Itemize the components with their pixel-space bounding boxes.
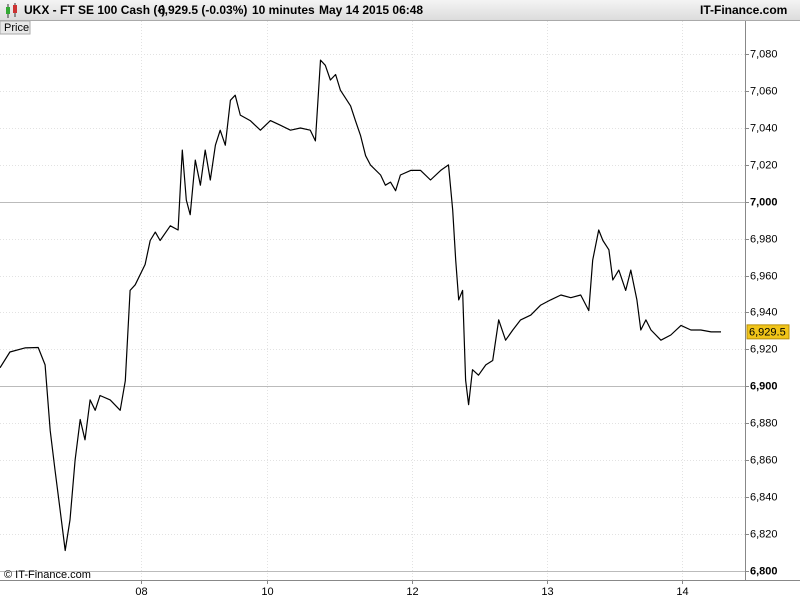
x-tick-label: 14 bbox=[676, 586, 688, 598]
x-tick-label: 08 bbox=[135, 586, 147, 598]
y-tick-label: 6,820 bbox=[750, 528, 778, 540]
quote: 6,929.5 (-0.03%) bbox=[158, 3, 248, 17]
price-line bbox=[0, 59, 721, 552]
y-tick-label: 6,940 bbox=[750, 306, 778, 318]
y-tick-label: 7,040 bbox=[750, 122, 778, 134]
y-tick-label: 6,920 bbox=[750, 343, 778, 355]
y-tick-label: 6,880 bbox=[750, 417, 778, 429]
last-price-box bbox=[746, 324, 790, 340]
plot-area bbox=[0, 21, 745, 580]
panel-label: Price bbox=[4, 22, 29, 34]
y-tick-label: 6,900 bbox=[750, 380, 778, 392]
timestamp: May 14 2015 06:48 bbox=[319, 3, 424, 17]
site: IT-Finance.com bbox=[700, 3, 788, 17]
last-price-label: 6,929.5 bbox=[749, 326, 786, 338]
title-bar: UKX - FT SE 100 Cash (-) 6,929.5 (-0.03%… bbox=[0, 0, 800, 21]
interval: 10 minutes bbox=[252, 3, 315, 17]
y-tick-label: 6,860 bbox=[750, 454, 778, 466]
y-tick-label: 6,960 bbox=[750, 270, 778, 282]
x-tick-label: 13 bbox=[541, 586, 553, 598]
x-tick-label: 10 bbox=[261, 586, 273, 598]
y-tick-label: 6,800 bbox=[750, 565, 778, 577]
y-tick-label: 7,000 bbox=[750, 196, 778, 208]
panel-label-box bbox=[0, 20, 31, 35]
y-tick-label: 7,060 bbox=[750, 85, 778, 97]
y-tick-label: 6,840 bbox=[750, 491, 778, 503]
y-tick-label: 7,020 bbox=[750, 159, 778, 171]
symbol: UKX - FT SE 100 Cash (-) bbox=[24, 3, 166, 17]
app-icon bbox=[6, 3, 17, 18]
x-tick-label: 12 bbox=[406, 586, 418, 598]
y-tick-label: 6,980 bbox=[750, 233, 778, 245]
watermark: © IT-Finance.com bbox=[4, 569, 91, 581]
y-tick-label: 7,080 bbox=[750, 48, 778, 60]
